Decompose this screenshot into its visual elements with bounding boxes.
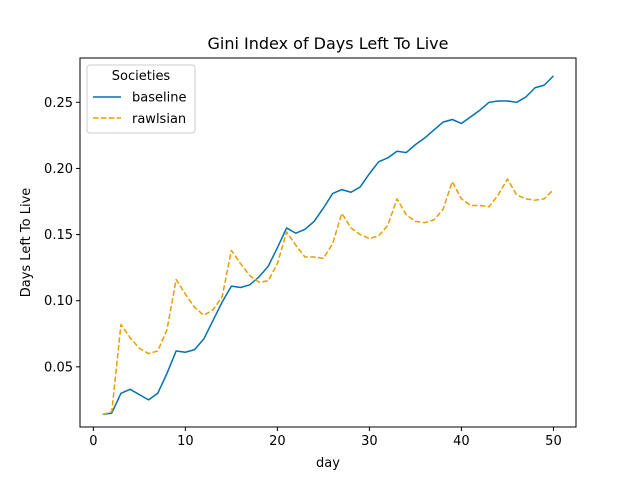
series-line-baseline <box>102 75 554 416</box>
y-tick-label: 0.25 <box>44 96 73 111</box>
legend: Societies baseline rawlsian <box>86 64 196 134</box>
series-line-rawlsian <box>102 178 554 416</box>
x-axis: 0 10 20 30 40 50 <box>89 427 562 449</box>
x-tick-label: 0 <box>89 434 97 449</box>
plot-area <box>102 75 554 416</box>
legend-label-rawlsian: rawlsian <box>132 112 186 127</box>
y-tick-label: 0.15 <box>44 228 73 243</box>
legend-title: Societies <box>112 69 171 84</box>
legend-box <box>86 64 196 134</box>
x-tick-label: 10 <box>177 434 194 449</box>
y-axis: 0.05 0.10 0.15 0.20 0.25 <box>44 96 80 375</box>
x-tick-label: 40 <box>453 434 470 449</box>
y-tick-label: 0.20 <box>44 162 73 177</box>
chart-title: Gini Index of Days Left To Live <box>208 34 449 53</box>
x-tick-label: 20 <box>269 434 286 449</box>
y-tick-label: 0.10 <box>44 294 73 309</box>
y-axis-label: Days Left To Live <box>19 188 34 298</box>
x-tick-label: 50 <box>545 434 562 449</box>
y-tick-label: 0.05 <box>44 360 73 375</box>
x-tick-label: 30 <box>361 434 378 449</box>
x-axis-label: day <box>316 456 340 471</box>
legend-label-baseline: baseline <box>132 91 186 106</box>
axes-frame <box>79 57 577 428</box>
